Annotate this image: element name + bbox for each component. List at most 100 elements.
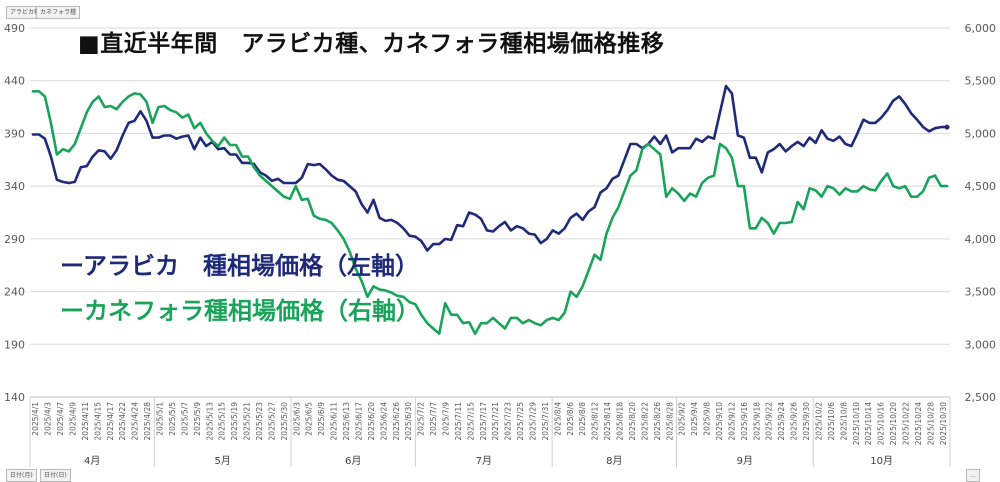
x-tick-label: 2025/7/31 — [541, 402, 550, 441]
x-tick-label: 2025/10/10 — [852, 402, 861, 445]
x-tick-label: 2025/7/15 — [466, 402, 475, 441]
x-tick-label: 2025/9/8 — [703, 402, 712, 436]
y-right-tick-label: 2,500 — [965, 391, 997, 404]
x-tick-label: 2025/4/28 — [143, 402, 152, 441]
legend-robusta: ーカネフォラ種相場価格（右軸） — [60, 297, 420, 325]
x-tick-label: 2025/4/3 — [44, 402, 53, 436]
x-tick-label: 2025/8/28 — [665, 402, 674, 441]
y-left-tick-label: 190 — [4, 338, 25, 351]
x-tick-label: 2025/4/17 — [106, 402, 115, 441]
x-tick-label: 2025/10/6 — [827, 402, 836, 441]
month-label: 6月 — [345, 455, 361, 467]
x-tick-label: 2025/10/8 — [839, 402, 848, 441]
x-tick-label: 2025/8/26 — [653, 402, 662, 441]
x-tick-label: 2025/5/30 — [280, 402, 289, 441]
x-tick-label: 2025/9/26 — [790, 402, 799, 441]
x-tick-label: 2025/9/22 — [765, 402, 774, 441]
y-axis-right: 2,500 3,000 3,500 4,000 4,500 5,000 5,500 6,000 — [965, 22, 997, 404]
x-tick-label: 2025/8/4 — [553, 402, 562, 436]
month-label: 5月 — [215, 455, 231, 467]
x-tick-label: 2025/9/4 — [690, 402, 699, 436]
x-tick-label: 2025/7/25 — [516, 402, 525, 441]
series-line-robusta — [31, 90, 949, 336]
x-tick-label: 2025/10/14 — [864, 402, 873, 445]
x-tick-label: 2025/4/24 — [131, 402, 140, 441]
series-lines — [31, 84, 950, 336]
x-tick-label: 2025/5/7 — [180, 402, 189, 436]
x-tick-label: 2025/5/1 — [156, 402, 165, 436]
x-tick-label: 2025/7/21 — [491, 402, 500, 441]
field-button-month[interactable]: 日付(月) — [6, 469, 37, 482]
month-label: 9月 — [737, 455, 753, 467]
month-label: 8月 — [606, 455, 622, 467]
x-tick-label: 2025/4/9 — [69, 402, 78, 436]
x-tick-label: 2025/5/23 — [255, 402, 264, 441]
field-button-expand[interactable]: ... — [966, 469, 980, 482]
x-tick-label: 2025/4/7 — [56, 402, 65, 436]
x-tick-label: 2025/8/8 — [578, 402, 587, 436]
x-tick-label: 2025/6/3 — [292, 402, 301, 436]
y-axis-left: 140 190 240 290 340 390 440 490 — [4, 22, 25, 404]
x-tick-label: 2025/8/20 — [628, 402, 637, 441]
x-axis: 2025/4/1 2025/4/3 2025/4/7 2025/4/9 2025/4/1… — [31, 402, 948, 445]
x-tick-label: 2025/4/1 — [31, 402, 40, 436]
x-tick-label: 2025/8/12 — [591, 402, 600, 441]
y-right-tick-label: 5,500 — [965, 75, 997, 88]
x-tick-label: 2025/7/7 — [429, 402, 438, 436]
y-left-tick-label: 290 — [4, 233, 25, 246]
x-tick-label: 2025/8/18 — [616, 402, 625, 441]
x-tick-label: 2025/9/2 — [678, 402, 687, 436]
legend-arabica: ーアラビカ 種相場価格（左軸） — [60, 252, 420, 280]
x-tick-label: 2025/7/2 — [417, 402, 426, 436]
x-tick-label: 2025/10/30 — [939, 402, 948, 445]
x-tick-label: 2025/6/26 — [392, 402, 401, 441]
x-tick-label: 2025/10/22 — [901, 402, 910, 445]
series-end-point — [944, 124, 950, 130]
month-label: 7月 — [476, 455, 492, 467]
field-button-day[interactable]: 日付(日) — [40, 469, 71, 482]
x-tick-label: 2025/7/11 — [454, 402, 463, 441]
month-label: 10月 — [870, 455, 893, 467]
x-tick-label: 2025/5/9 — [193, 402, 202, 436]
x-tick-label: 2025/6/20 — [367, 402, 376, 441]
x-tick-label: 2025/5/13 — [205, 402, 214, 441]
month-label: 4月 — [84, 455, 100, 467]
x-tick-label: 2025/6/11 — [330, 402, 339, 441]
x-tick-label: 2025/9/10 — [715, 402, 724, 441]
x-tick-label: 2025/6/17 — [354, 402, 363, 441]
chart-title: ■直近半年間 アラビカ種、カネフォラ種相場価格推移 — [78, 31, 665, 57]
x-tick-label: 2025/7/29 — [529, 402, 538, 441]
x-tick-label: 2025/10/16 — [877, 402, 886, 445]
series-line-arabica — [31, 84, 949, 252]
y-right-tick-label: 4,500 — [965, 180, 997, 193]
x-tick-label: 2025/4/11 — [81, 402, 90, 441]
x-tick-label: 2025/9/16 — [740, 402, 749, 441]
x-tick-label: 2025/6/13 — [342, 402, 351, 441]
field-button-robusta[interactable]: カネフォラ種 — [36, 6, 81, 19]
x-tick-label: 2025/10/24 — [914, 402, 923, 445]
x-tick-label: 2025/7/9 — [441, 402, 450, 436]
x-tick-label: 2025/9/24 — [777, 402, 786, 441]
y-right-tick-label: 6,000 — [965, 22, 997, 35]
y-left-tick-label: 340 — [4, 180, 25, 193]
x-tick-label: 2025/5/27 — [267, 402, 276, 441]
x-tick-label: 2025/7/23 — [504, 402, 513, 441]
y-right-tick-label: 4,000 — [965, 233, 997, 246]
x-tick-label: 2025/5/19 — [230, 402, 239, 441]
x-tick-label: 2025/8/6 — [566, 402, 575, 436]
x-tick-label: 2025/4/15 — [93, 402, 102, 441]
y-left-tick-label: 490 — [4, 22, 25, 35]
x-tick-label: 2025/10/20 — [889, 402, 898, 445]
x-tick-label: 2025/5/21 — [243, 402, 252, 441]
x-tick-label: 2025/6/5 — [305, 402, 314, 436]
x-tick-label: 2025/8/14 — [603, 402, 612, 441]
x-tick-label: 2025/4/22 — [118, 402, 127, 441]
x-tick-label: 2025/6/30 — [404, 402, 413, 441]
x-tick-label: 2025/7/17 — [479, 402, 488, 441]
x-tick-label: 2025/5/5 — [168, 402, 177, 436]
y-left-tick-label: 390 — [4, 127, 25, 140]
x-tick-label: 2025/6/9 — [317, 402, 326, 436]
y-left-tick-label: 140 — [4, 391, 25, 404]
x-tick-label: 2025/9/30 — [802, 402, 811, 441]
